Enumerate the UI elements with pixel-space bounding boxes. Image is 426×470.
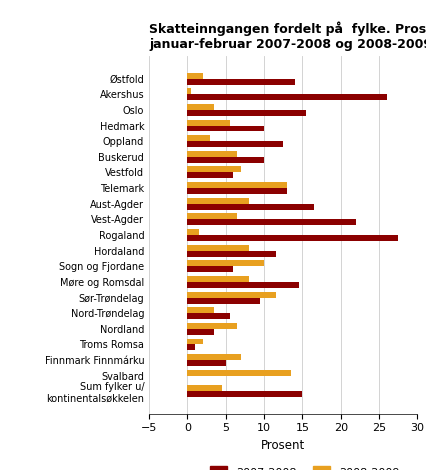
Bar [187,110,306,116]
Bar [187,276,249,282]
Bar [187,172,233,179]
Bar [187,251,276,257]
Bar [187,298,260,304]
Bar [187,135,210,141]
X-axis label: Prosent: Prosent [261,439,305,452]
Bar [187,94,387,100]
Bar [187,104,214,110]
Bar [187,313,230,319]
Bar [187,307,214,313]
Bar [187,323,237,329]
Bar [187,204,314,210]
Bar [187,125,264,132]
Bar [187,235,398,241]
Bar [187,182,287,188]
Bar [187,213,237,219]
Bar [187,166,241,172]
Legend: 2007-2008, 2008-2009: 2007-2008, 2008-2009 [206,462,403,470]
Bar [187,385,222,392]
Bar [187,219,356,225]
Bar [187,392,302,397]
Bar [187,151,237,157]
Bar [187,360,226,366]
Bar [187,245,249,251]
Bar [187,370,291,376]
Bar [187,73,203,78]
Bar [187,329,214,335]
Bar [187,157,264,163]
Bar [187,88,191,94]
Bar [187,78,295,85]
Bar [187,345,195,351]
Bar [187,198,249,204]
Bar [187,229,199,235]
Bar [187,141,283,147]
Text: Skatteinngangen fordelt på  fylke. Prosentvis endring
januar-februar 2007-2008 o: Skatteinngangen fordelt på fylke. Prosen… [149,22,426,51]
Bar [187,119,230,125]
Bar [187,188,287,194]
Bar [187,354,241,360]
Bar [187,260,264,266]
Bar [187,291,276,298]
Bar [187,338,203,345]
Bar [187,266,233,272]
Bar [187,282,299,288]
